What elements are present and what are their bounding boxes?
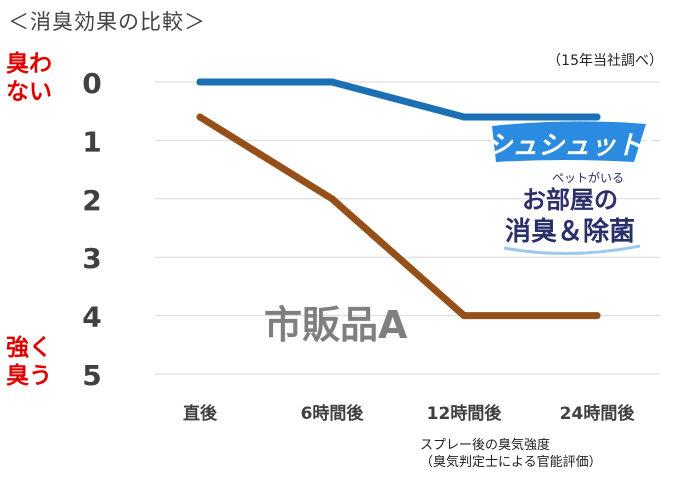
x-tick-label: 24時間後 xyxy=(560,403,636,424)
logo-room-text: お部屋の xyxy=(522,186,618,214)
series-line-product xyxy=(196,78,601,121)
series-label-competitor: 市販品A xyxy=(264,303,408,347)
y-tick-label: 2 xyxy=(82,184,101,217)
y-side-label-bottom-line2: 臭う xyxy=(6,363,52,389)
logo-brand-text: シュシュット! xyxy=(486,131,654,161)
x-axis-caption-line2: （臭気判定士による官能評価） xyxy=(420,455,602,470)
series-line-competitor xyxy=(196,113,601,320)
y-tick-label: 4 xyxy=(82,301,101,334)
y-side-label-top: 臭わ ない xyxy=(6,50,52,106)
y-tick-label: 1 xyxy=(82,125,101,158)
survey-note: （15年当社調べ） xyxy=(547,53,663,69)
product-point xyxy=(460,113,468,121)
logo-swoosh xyxy=(503,244,641,255)
competitor-point xyxy=(196,113,204,121)
product-logo: シュシュット! ペットがいる お部屋の 消臭＆除菌 xyxy=(486,121,654,255)
y-tick-label: 0 xyxy=(82,67,101,100)
chart-title: ＜消臭効果の比較＞ xyxy=(8,10,206,34)
competitor-point xyxy=(328,195,336,203)
product-point xyxy=(196,78,204,86)
y-side-label-bottom: 強く 臭う xyxy=(6,334,52,390)
x-tick-label: 6時間後 xyxy=(301,403,365,424)
y-tick-label: 3 xyxy=(82,242,101,275)
product-point xyxy=(328,78,336,86)
logo-subtitle-text: ペットがいる xyxy=(552,170,624,185)
x-axis-caption: スプレー後の臭気強度 （臭気判定士による官能評価） xyxy=(420,437,602,471)
y-tick-label: 5 xyxy=(82,359,101,392)
logo-banner-shape xyxy=(492,121,646,162)
product-point xyxy=(593,113,601,121)
x-tick-label: 直後 xyxy=(183,403,218,424)
x-tick-label: 12時間後 xyxy=(427,403,503,424)
logo-deodorize-text: 消臭＆除菌 xyxy=(505,216,635,247)
y-side-label-bottom-line1: 強く xyxy=(6,335,52,361)
y-side-label-top-line2: ない xyxy=(6,79,52,105)
competitor-point xyxy=(593,312,601,320)
y-side-label-top-line1: 臭わ xyxy=(6,51,52,77)
x-axis-caption-line1: スプレー後の臭気強度 xyxy=(420,438,551,453)
competitor-point xyxy=(460,312,468,320)
